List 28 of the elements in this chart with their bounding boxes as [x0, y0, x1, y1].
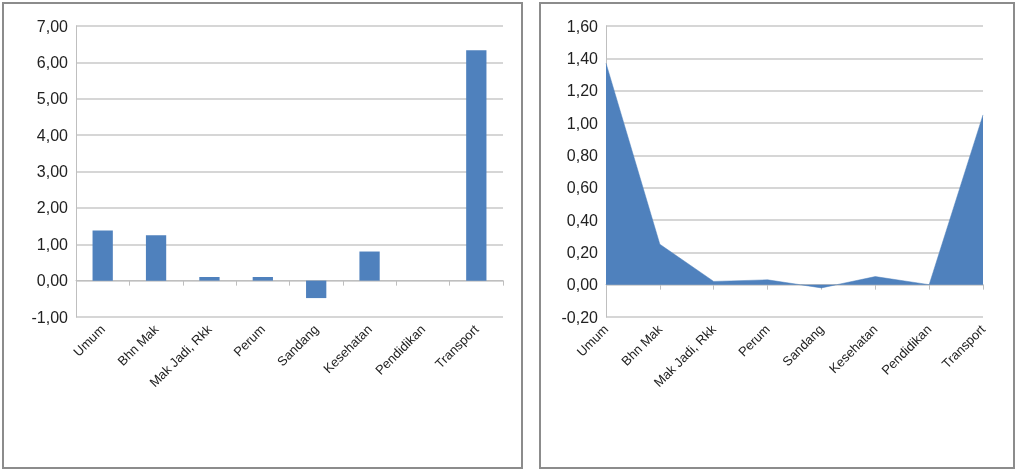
bar [92, 230, 113, 281]
y-tick-label: 1,20 [566, 82, 599, 100]
bar [145, 235, 167, 281]
y-tick-label: -1,00 [31, 308, 69, 326]
y-tick-label: 1,40 [566, 49, 599, 67]
y-tick-label: -0,20 [561, 308, 599, 326]
y-tick-label: 2,00 [36, 199, 69, 217]
y-tick-label: 7,00 [36, 17, 69, 35]
bar [359, 251, 380, 281]
y-tick-label: 0,80 [566, 146, 599, 164]
y-tick-label: 1,00 [36, 235, 69, 253]
bar [466, 50, 487, 281]
y-tick-label: 1,60 [566, 17, 599, 35]
bar [199, 276, 220, 281]
y-tick-label: 0,40 [566, 211, 599, 229]
y-tick-label: 1,00 [566, 114, 599, 132]
x-tick-label: Bhn Mak [618, 321, 666, 369]
y-tick-label: 0,00 [566, 276, 599, 294]
bar [252, 276, 273, 281]
y-tick-label: 0,00 [36, 272, 69, 290]
y-tick-label: 0,60 [566, 179, 599, 197]
y-tick-label: 6,00 [36, 53, 69, 71]
x-tick-label: Bhn Mak [114, 321, 162, 369]
y-tick-label: 4,00 [36, 126, 69, 144]
y-tick-label: 3,00 [36, 163, 69, 180]
y-tick-label: 0,20 [566, 243, 599, 261]
y-tick-label: 5,00 [36, 90, 69, 108]
bar [306, 280, 327, 299]
